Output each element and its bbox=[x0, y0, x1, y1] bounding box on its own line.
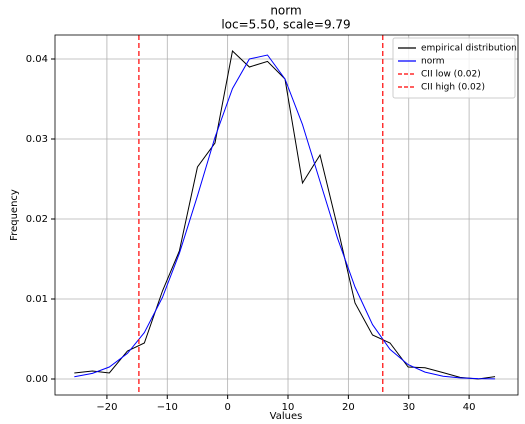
legend-box bbox=[392, 37, 516, 99]
x-tick-label: 20 bbox=[342, 402, 355, 413]
plot-frame bbox=[54, 34, 519, 396]
x-tick-label: 40 bbox=[463, 402, 476, 413]
chart-title: norm bbox=[270, 4, 301, 18]
legend-label: empirical distribution bbox=[421, 44, 517, 54]
x-tick-label: −10 bbox=[157, 402, 178, 413]
x-tick-label: 10 bbox=[282, 402, 295, 413]
x-tick-label: 30 bbox=[402, 402, 415, 413]
series-line bbox=[74, 54, 496, 380]
y-axis-label: Frequency bbox=[9, 189, 20, 241]
y-tick-label: 0.00 bbox=[26, 374, 48, 385]
y-tick-label: 0.01 bbox=[26, 294, 48, 305]
x-tick-label: 0 bbox=[224, 402, 230, 413]
legend-label: CII low (0.02) bbox=[421, 70, 481, 80]
y-tick-label: 0.04 bbox=[26, 54, 48, 65]
legend-label: CII high (0.02) bbox=[421, 83, 485, 93]
y-tick-label: 0.03 bbox=[26, 134, 48, 145]
x-axis-label: Values bbox=[270, 411, 303, 422]
series-line bbox=[74, 50, 496, 380]
chart-subtitle: loc=5.50, scale=9.79 bbox=[221, 18, 350, 32]
y-tick-label: 0.02 bbox=[26, 214, 48, 225]
x-tick-label: −20 bbox=[96, 402, 117, 413]
legend-label: norm bbox=[421, 57, 445, 67]
